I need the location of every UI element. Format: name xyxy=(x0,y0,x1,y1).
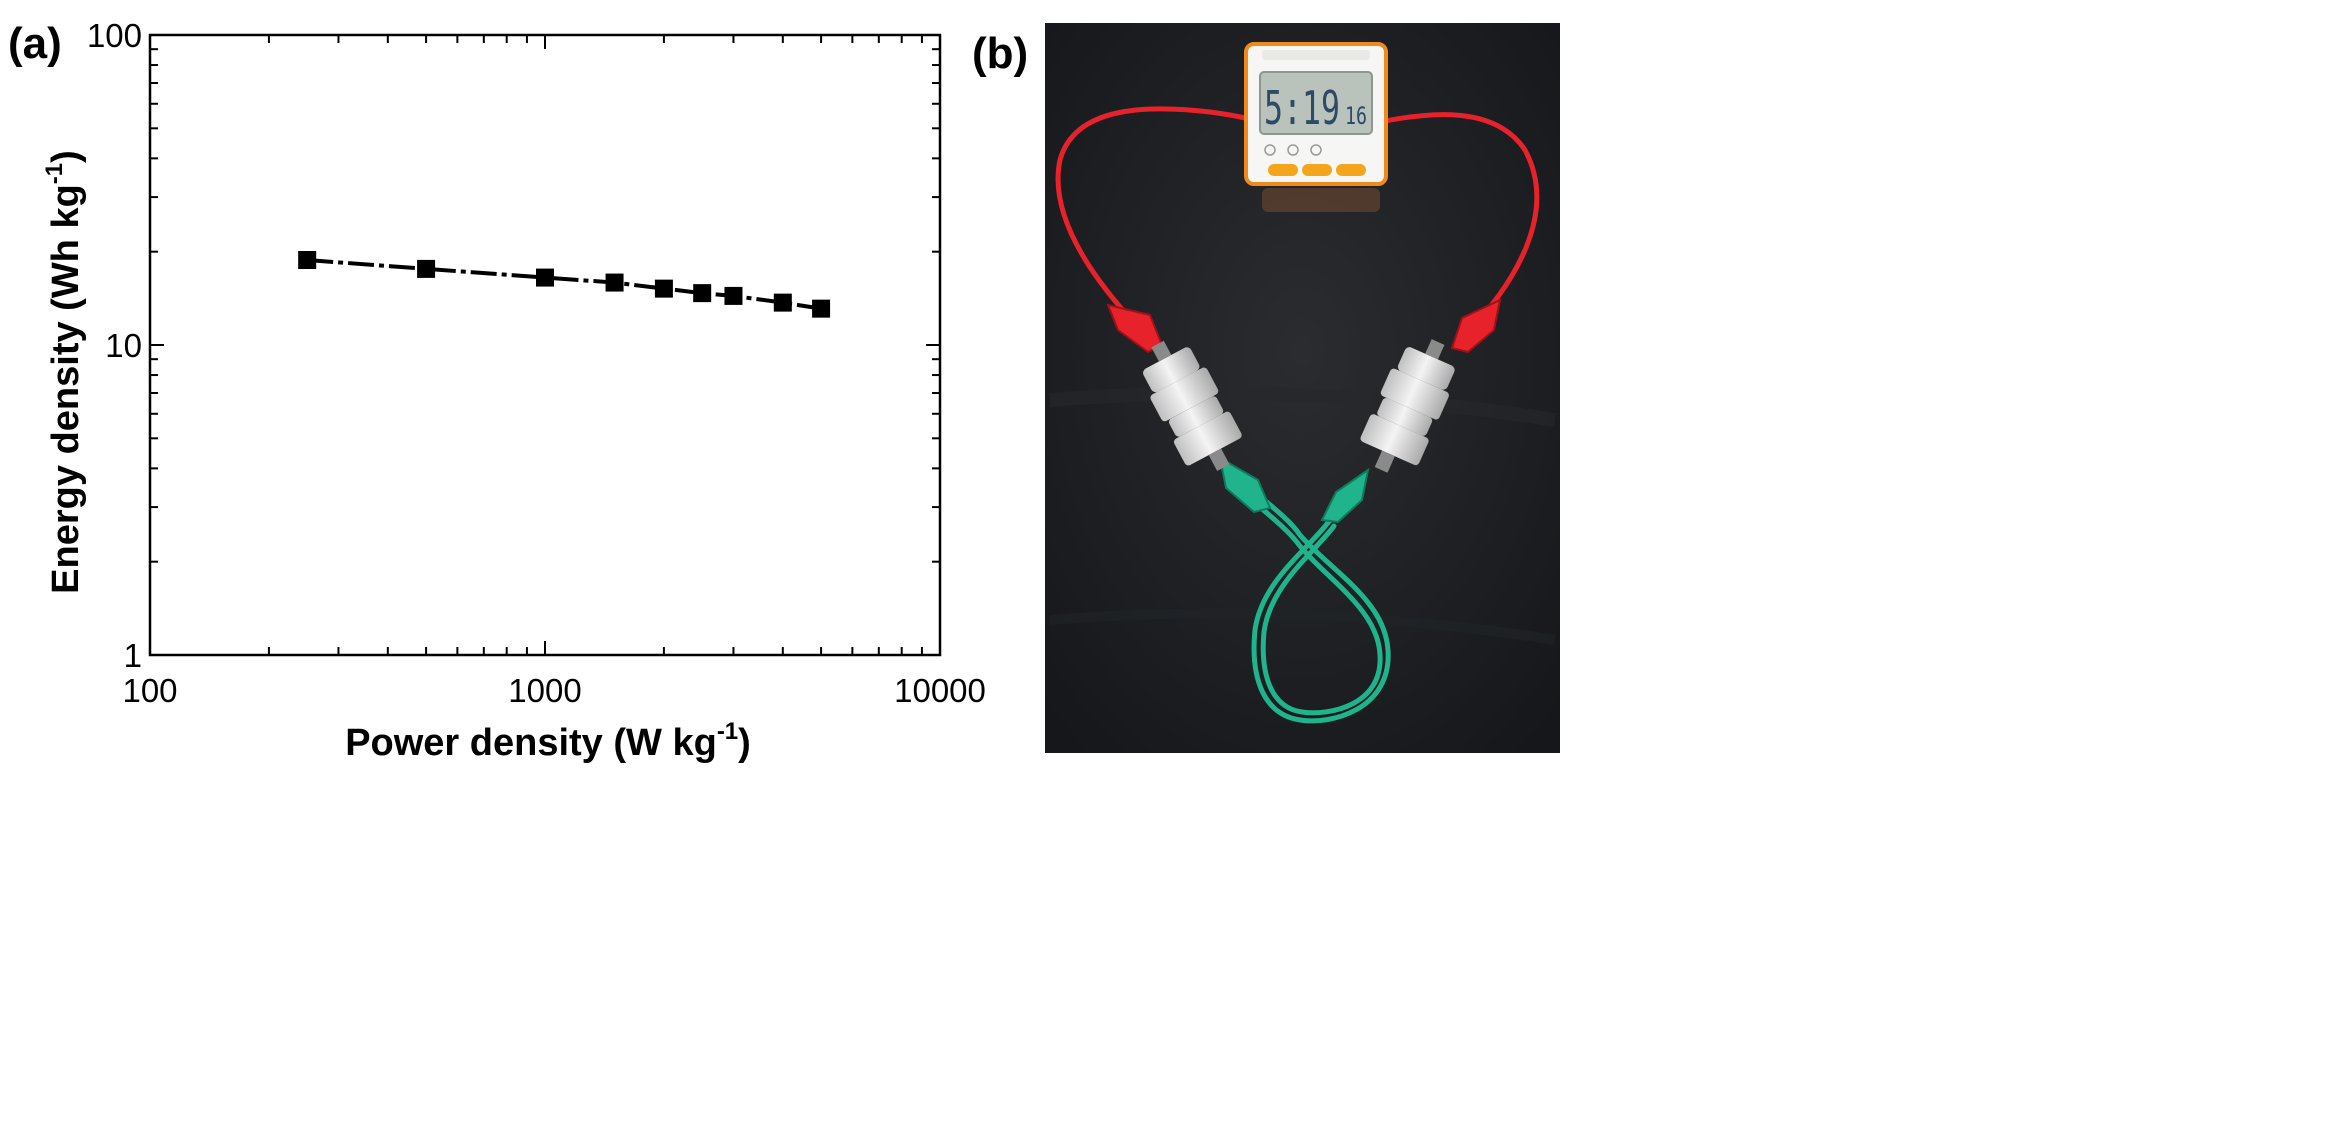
timer-button xyxy=(1302,164,1332,176)
panel-b: (b) xyxy=(972,23,1560,753)
data-series xyxy=(298,251,831,318)
data-point-marker xyxy=(693,284,712,303)
data-point-marker xyxy=(417,259,436,278)
supercapacitor-cell-right xyxy=(1360,339,1455,473)
figure: (a) 100 1000 10000 1 10 100 Power densit… xyxy=(8,17,1560,764)
green-clip-left xyxy=(1218,456,1272,514)
green-wire xyxy=(1229,475,1391,724)
timer-reflection xyxy=(1262,188,1380,212)
plot-frame xyxy=(148,33,942,657)
timer-key-icon xyxy=(1287,144,1299,156)
data-point-marker xyxy=(724,286,743,305)
data-point-marker xyxy=(654,279,673,298)
green-clip-right xyxy=(1320,467,1370,524)
y-tick-label-10: 10 xyxy=(105,327,142,364)
timer-key-icon xyxy=(1264,144,1276,156)
x-axis-title: Power density (W kg-1) xyxy=(345,718,751,764)
timer-lcd xyxy=(1259,71,1373,135)
data-point-marker xyxy=(298,251,317,270)
red-wire xyxy=(1055,106,1540,353)
panel-a-label: (a) xyxy=(8,19,62,68)
timer-seconds: 16 xyxy=(1345,102,1367,130)
data-point-marker xyxy=(812,299,831,318)
photo-surface-streak xyxy=(1049,386,1557,427)
axis-ticks xyxy=(149,34,941,656)
y-axis-title: Energy density (Wh kg-1) xyxy=(41,150,87,594)
supercapacitor-cell-left xyxy=(1143,340,1242,471)
x-tick-label-1000: 1000 xyxy=(508,672,581,709)
timer-button xyxy=(1268,164,1298,176)
y-tick-label-1: 1 xyxy=(124,637,142,674)
panel-b-label: (b) xyxy=(972,29,1028,78)
data-point-marker xyxy=(773,293,792,312)
panel-a: (a) 100 1000 10000 1 10 100 Power densit… xyxy=(8,17,986,764)
digital-timer: 5:19 16 xyxy=(1244,42,1388,186)
photo-surface-streak xyxy=(1049,608,1556,645)
timer-key-icon xyxy=(1310,144,1322,156)
data-point-marker xyxy=(605,273,624,292)
x-tick-label-100: 100 xyxy=(122,672,177,709)
axis-tick-labels: 100 1000 10000 1 10 100 xyxy=(87,17,986,709)
data-point-marker xyxy=(536,268,554,287)
y-tick-label-100: 100 xyxy=(87,17,142,54)
timer-button xyxy=(1336,164,1366,176)
red-clip-right xyxy=(1450,298,1502,354)
x-tick-label-10000: 10000 xyxy=(894,672,986,709)
series-line xyxy=(307,258,822,311)
timer-reading: 5:19 xyxy=(1264,81,1340,135)
